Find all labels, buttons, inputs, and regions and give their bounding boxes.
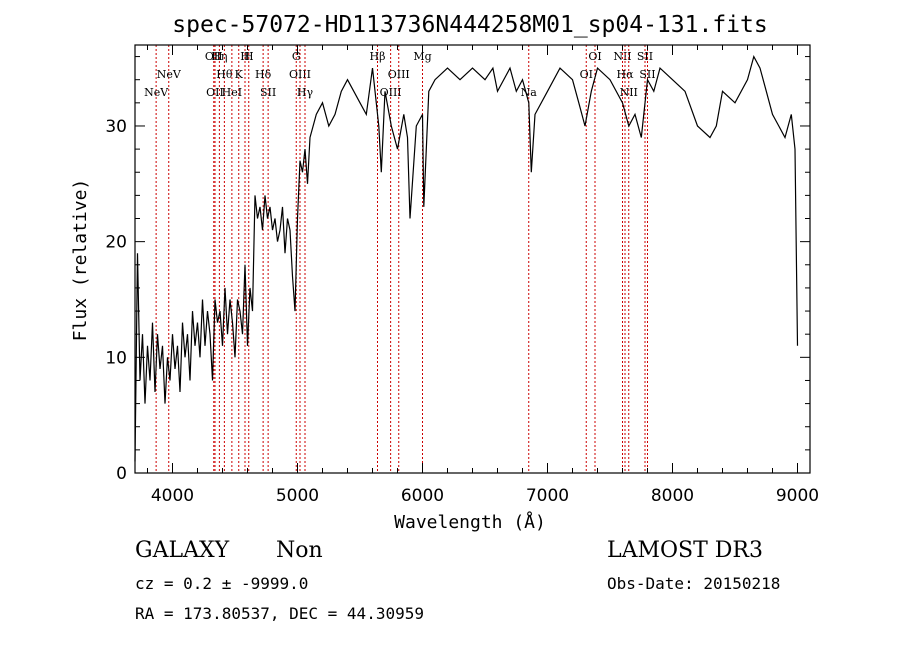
line-label: Hα [616,68,634,81]
line-label: NeV [157,68,182,81]
line-label: Na [521,86,538,99]
line-label: OII [205,50,223,63]
x-axis-label: Wavelength (Å) [394,511,546,533]
x-tick-label: 9000 [776,486,819,506]
line-label: SII [637,50,653,63]
chart-title: spec-57072-HD113736N444258M01_sp04-131.f… [172,12,767,38]
axis-ticks: 4000 5000 6000 7000 8000 9000 0 10 20 30 [105,45,819,506]
line-label: H [240,50,250,63]
line-label: Hθ [216,68,233,81]
line-label: OI [580,68,593,81]
line-label: OIII [388,68,410,81]
object-class: GALAXY [135,538,230,563]
line-label: Hβ [370,50,386,63]
spectrum-series-line [134,54,799,462]
plot-frame [134,44,811,474]
line-label: OIII [289,68,311,81]
line-label: H [244,50,254,63]
line-label: Mg [413,50,431,63]
survey-name: LAMOST DR3 [607,538,763,563]
observation-date: Obs-Date: 20150218 [607,574,781,593]
redshift-cz: cz = 0.2 ± -9999.0 [135,574,309,593]
y-tick-label: 30 [105,117,127,137]
line-label: SII [639,68,655,81]
y-tick-label: 0 [116,464,127,484]
line-label: OI [588,50,601,63]
object-subclass: Non [276,538,323,563]
ra-dec-coordinates: RA = 173.80537, DEC = 44.30959 [135,604,424,623]
x-tick-label: 6000 [401,486,444,506]
line-label: Hδ [255,68,272,81]
y-tick-label: 10 [105,348,127,368]
line-label: SII [260,86,276,99]
x-tick-label: 4000 [151,486,194,506]
x-tick-label: 8000 [651,486,694,506]
y-tick-label: 20 [105,233,127,253]
x-tick-label: 5000 [276,486,319,506]
line-label: Hγ [297,86,314,99]
line-label: NeV [144,86,169,99]
x-tick-label: 7000 [526,486,569,506]
line-label: K [235,68,244,81]
y-axis-label: Flux (relative) [70,179,91,342]
line-label: HeI [222,86,242,99]
line-label: Hη [211,50,227,63]
line-label: NII [613,50,631,63]
emission-line-markers: NeVNeVOIIOIIHηHθHeIKHHHδSIIGOIIIHγHβOIII… [144,45,656,473]
line-label: NII [620,86,638,99]
line-label: G [292,50,301,63]
